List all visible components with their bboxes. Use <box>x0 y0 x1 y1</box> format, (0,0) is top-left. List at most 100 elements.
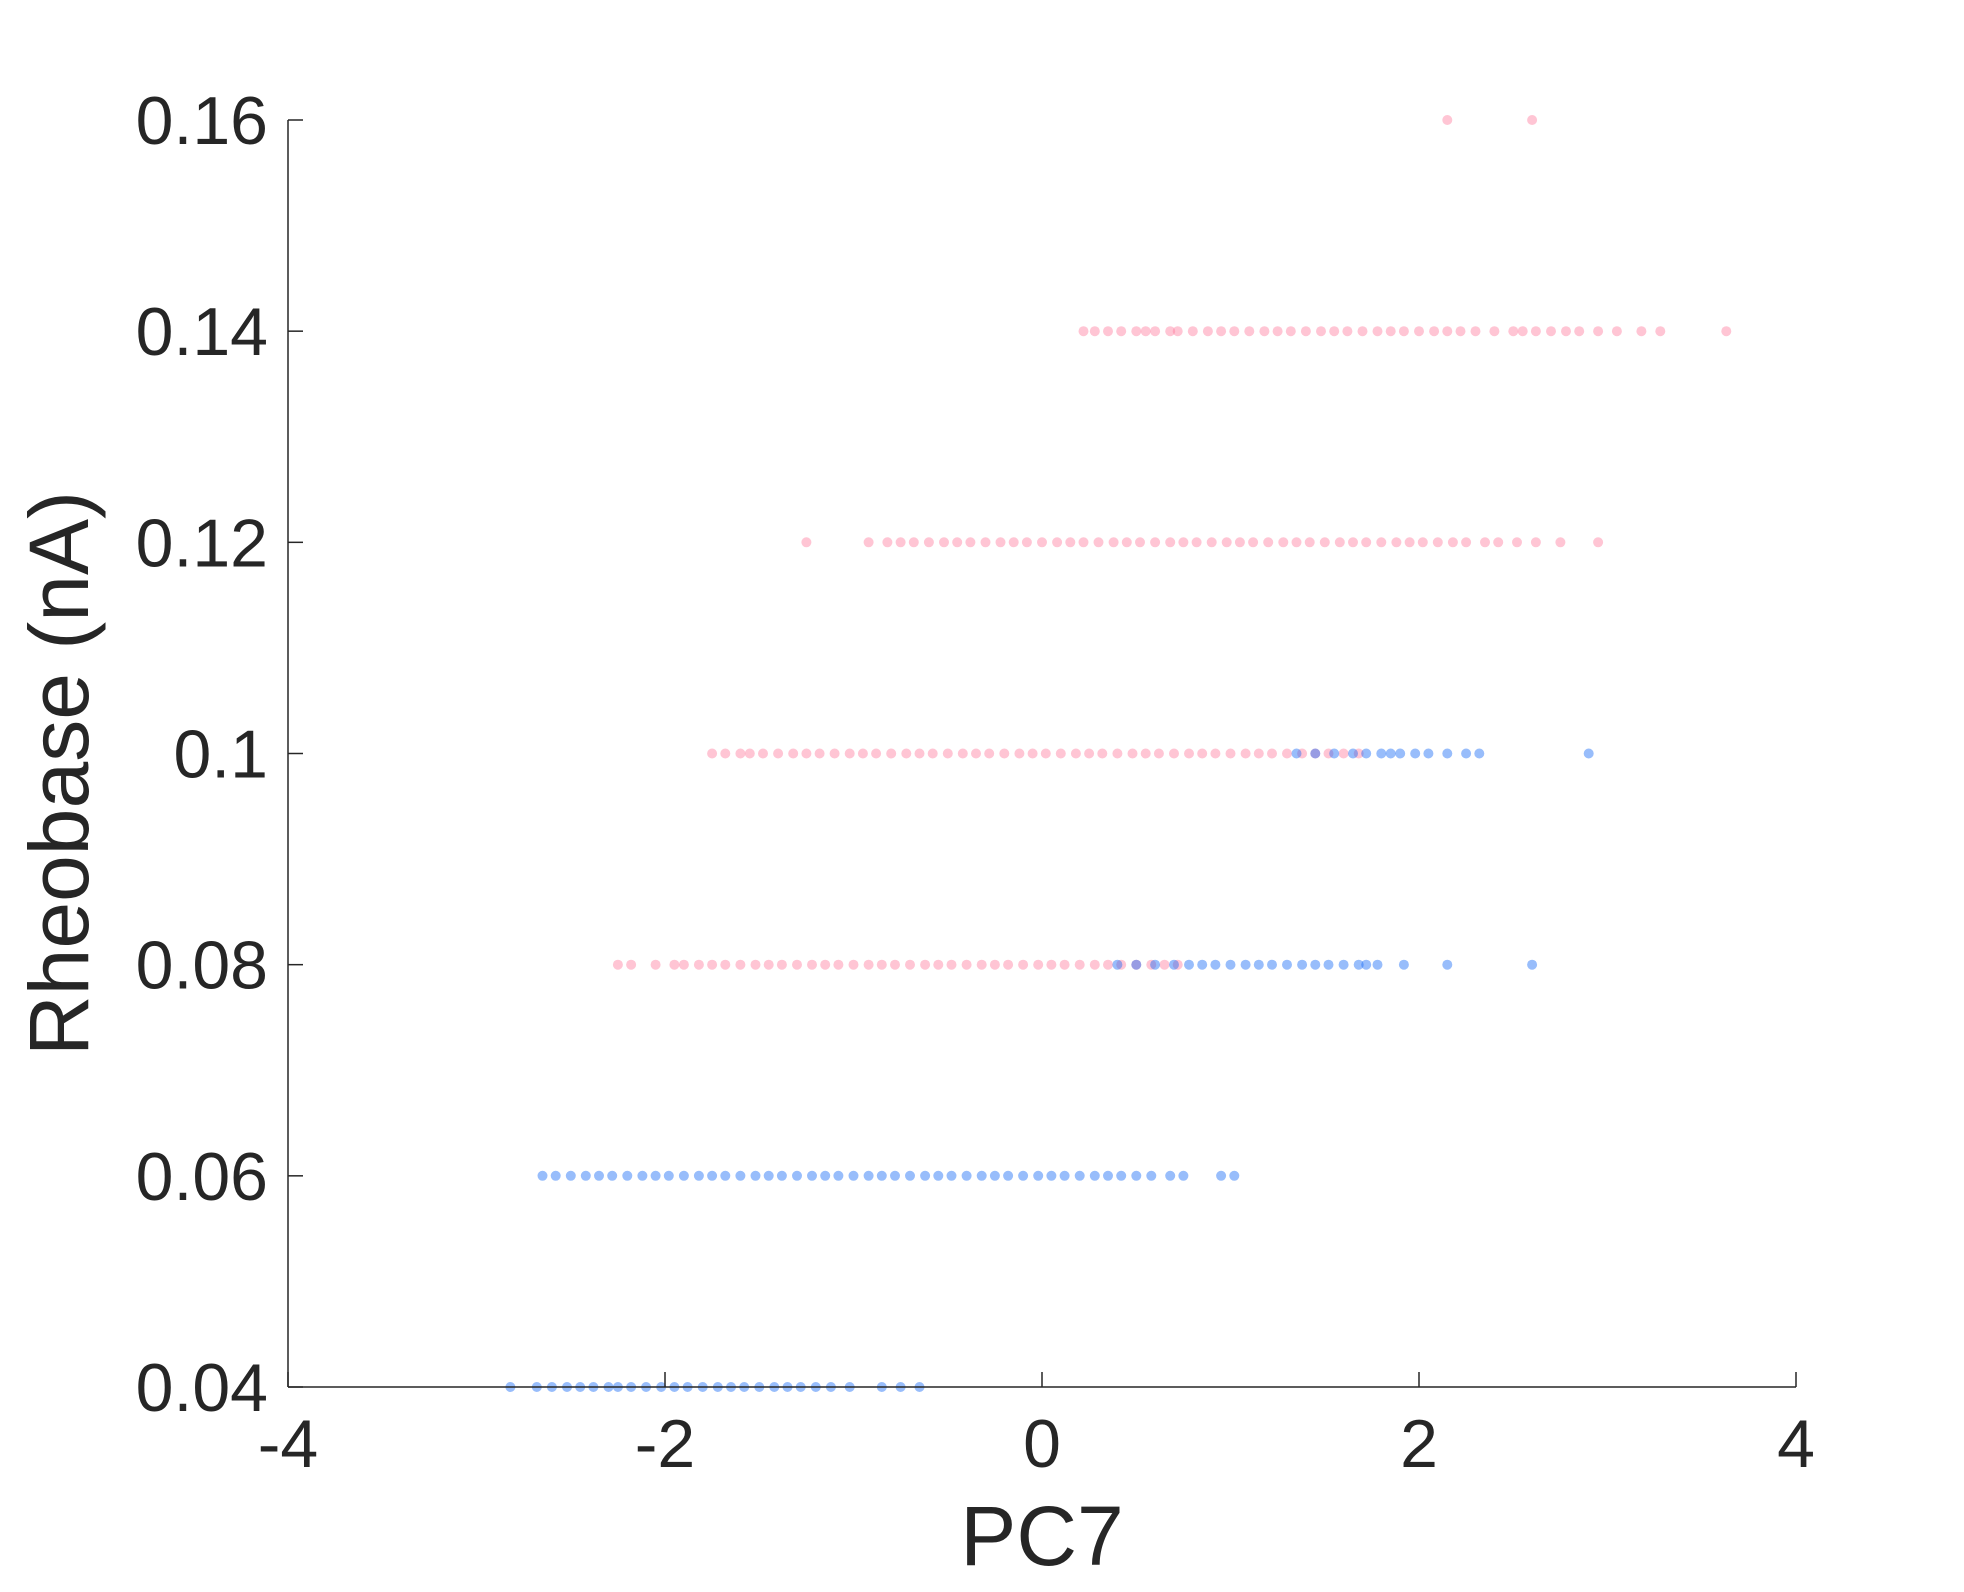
data-point <box>999 748 1010 759</box>
data-point <box>989 1170 1000 1181</box>
data-point <box>952 537 963 548</box>
data-point <box>857 748 868 759</box>
data-point <box>1517 326 1528 337</box>
data-point <box>650 1170 661 1181</box>
data-point <box>1310 959 1321 970</box>
data-point <box>901 748 912 759</box>
data-point <box>1229 1170 1240 1181</box>
y-tick-label: 0.1 <box>173 717 268 793</box>
data-point <box>1278 537 1289 548</box>
data-point <box>1206 537 1217 548</box>
data-point <box>735 1170 746 1181</box>
y-tick-label: 0.06 <box>136 1139 268 1215</box>
data-point <box>1329 326 1340 337</box>
data-point <box>1291 537 1302 548</box>
data-point <box>1234 537 1245 548</box>
data-point <box>1018 959 1029 970</box>
data-point <box>720 959 731 970</box>
data-point <box>820 959 831 970</box>
data-point <box>1108 537 1119 548</box>
data-point <box>1191 537 1202 548</box>
data-point <box>1593 326 1604 337</box>
data-point <box>1202 326 1213 337</box>
data-point <box>773 748 784 759</box>
data-point <box>669 959 680 970</box>
data-point <box>1184 748 1194 759</box>
data-point <box>1253 959 1264 970</box>
data-point <box>1291 748 1302 759</box>
data-point <box>1442 326 1453 337</box>
data-point <box>1074 1170 1085 1181</box>
data-point <box>1348 748 1358 759</box>
data-point <box>1361 748 1372 759</box>
data-point <box>1410 748 1421 759</box>
data-point <box>776 1170 787 1181</box>
data-point <box>939 537 949 548</box>
x-axis-title: PC7 <box>960 1489 1123 1583</box>
data-point <box>971 748 981 759</box>
data-point <box>707 959 718 970</box>
data-point <box>1323 959 1334 970</box>
data-point <box>1561 326 1571 337</box>
data-point <box>965 537 976 548</box>
data-point <box>1429 326 1440 337</box>
data-point <box>1398 326 1409 337</box>
data-point <box>1282 748 1292 759</box>
data-point <box>984 748 995 759</box>
data-point <box>537 1170 548 1181</box>
data-point <box>1655 326 1666 337</box>
data-point <box>1248 537 1259 548</box>
data-point <box>1018 1170 1029 1181</box>
data-point <box>1165 326 1176 337</box>
data-point <box>1493 537 1504 548</box>
y-tick-label: 0.12 <box>136 505 268 581</box>
data-point <box>1146 959 1157 970</box>
data-point <box>1103 1170 1113 1181</box>
data-point <box>890 1170 900 1181</box>
data-point <box>1244 326 1255 337</box>
data-point <box>1423 748 1434 759</box>
data-point <box>1216 326 1227 337</box>
data-point <box>1140 748 1151 759</box>
data-point <box>895 537 906 548</box>
data-point <box>863 959 874 970</box>
data-point <box>1319 537 1330 548</box>
data-point <box>1323 748 1334 759</box>
data-point <box>1357 326 1368 337</box>
data-point <box>1376 537 1387 548</box>
data-point <box>1112 748 1123 759</box>
data-point <box>927 748 938 759</box>
data-point <box>758 748 768 759</box>
data-point <box>1103 959 1113 970</box>
tick-labels: -4 -2 0 2 4 0.04 0.06 0.08 0.1 0.12 0.14 0.16 <box>136 83 1815 1482</box>
data-point <box>776 959 787 970</box>
data-point <box>844 748 855 759</box>
data-point <box>788 748 799 759</box>
data-point <box>814 748 825 759</box>
data-point <box>1033 1170 1044 1181</box>
data-point <box>693 959 704 970</box>
data-point <box>886 748 897 759</box>
data-point <box>1555 537 1566 548</box>
data-point <box>1240 959 1251 970</box>
data-point <box>1353 748 1364 759</box>
data-point <box>750 959 761 970</box>
data-point <box>678 959 689 970</box>
data-point <box>1008 537 1019 548</box>
data-point <box>1297 748 1308 759</box>
data-point <box>1165 1170 1176 1181</box>
data-point <box>876 1170 887 1181</box>
data-point <box>920 1170 931 1181</box>
data-point <box>1003 1170 1014 1181</box>
data-point <box>914 748 925 759</box>
data-point <box>607 1170 618 1181</box>
data-point <box>1512 537 1522 548</box>
data-point <box>1116 326 1127 337</box>
data-point <box>1140 326 1151 337</box>
data-point <box>1376 748 1387 759</box>
data-point <box>1127 748 1138 759</box>
data-point <box>1285 326 1296 337</box>
data-point <box>1574 326 1585 337</box>
data-point <box>801 537 812 548</box>
